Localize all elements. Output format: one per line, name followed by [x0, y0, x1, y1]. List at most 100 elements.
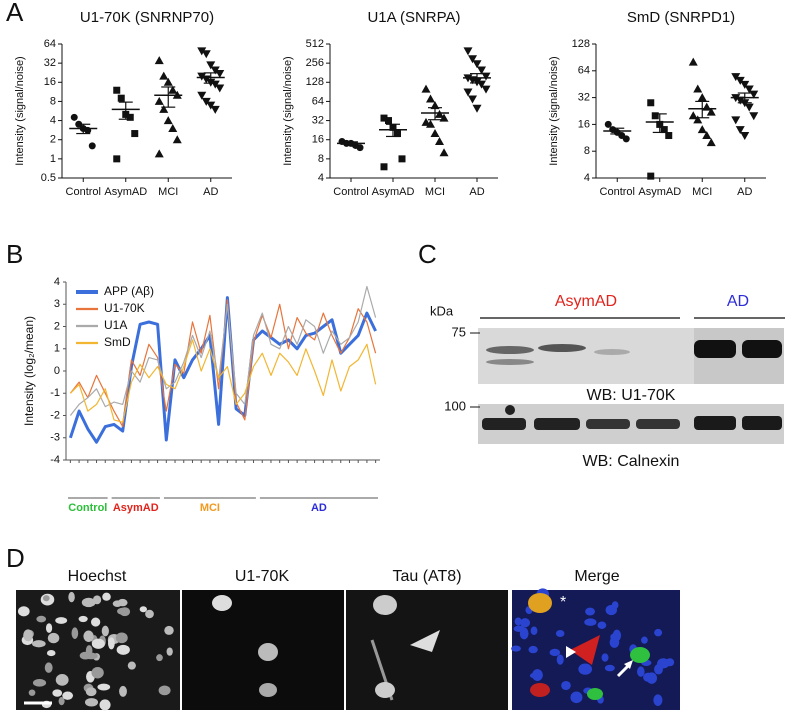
nucleus — [654, 664, 663, 675]
y-tick-label: 256 — [306, 57, 324, 69]
x-tick-label: Control — [333, 186, 368, 198]
western-blot: AsymAD AD kDa 75 WB: U1-70K 100 WB: Caln… — [430, 293, 785, 470]
y-tick-label: 8 — [584, 145, 590, 157]
nucleus — [97, 683, 111, 691]
blot-band — [538, 344, 586, 352]
data-point — [435, 136, 444, 145]
blot-band — [482, 418, 526, 430]
x-tick-label: MCI — [425, 186, 445, 198]
stained-cell — [212, 595, 232, 611]
nucleus — [99, 699, 111, 711]
nucleus — [84, 698, 99, 707]
data-point — [463, 88, 473, 97]
nucleus — [101, 625, 109, 637]
error-bar — [386, 123, 400, 138]
y-tick-label: 64 — [44, 38, 56, 50]
x-tick-label: MCI — [158, 186, 178, 198]
nucleus — [604, 664, 615, 672]
nucleus — [58, 697, 65, 706]
y-tick-label: 32 — [312, 114, 324, 126]
data-point — [385, 117, 392, 125]
nucleus — [528, 645, 538, 654]
y-tick-label: 32 — [578, 92, 590, 104]
data-point — [154, 149, 164, 158]
data-point — [430, 129, 440, 138]
blot-band — [636, 419, 680, 429]
nucleus — [609, 636, 620, 648]
data-point — [70, 113, 78, 121]
data-point — [731, 116, 741, 125]
x-tick-label: Control — [600, 186, 635, 198]
nucleus — [549, 648, 561, 657]
data-point — [477, 66, 486, 75]
data-point — [688, 57, 698, 66]
error-bar — [344, 141, 358, 146]
nucleus — [68, 591, 75, 603]
nucleus — [532, 669, 543, 681]
nucleus — [584, 618, 597, 626]
nucleus — [91, 666, 104, 679]
blot-band — [594, 349, 630, 355]
data-point — [154, 96, 164, 105]
nucleus — [32, 679, 47, 687]
nucleus — [605, 604, 618, 616]
nucleus — [555, 630, 565, 637]
nucleus — [156, 654, 163, 662]
data-point — [159, 104, 169, 113]
channel-label: Merge — [574, 568, 619, 585]
arrowhead-marker — [566, 646, 576, 658]
group-label: AsymAD — [113, 502, 159, 514]
nucleus — [47, 632, 60, 644]
data-point — [660, 126, 668, 134]
y-tick-label: 2 — [50, 134, 56, 146]
data-point — [88, 142, 96, 150]
group-label: MCI — [200, 502, 220, 514]
nucleus — [637, 666, 645, 677]
data-point — [197, 91, 207, 100]
panel-letter: A — [6, 0, 24, 27]
y-tick-label: 1 — [54, 343, 60, 355]
nucleus — [91, 617, 101, 627]
nucleus — [91, 638, 105, 649]
nucleus — [514, 617, 522, 626]
blot-group-label: AsymAD — [555, 293, 617, 310]
data-point — [168, 85, 178, 94]
data-point — [131, 130, 139, 138]
nucleus — [108, 637, 115, 650]
nucleus — [85, 687, 97, 697]
data-point — [706, 107, 716, 116]
nucleus — [641, 636, 648, 644]
data-point — [163, 116, 173, 125]
data-point — [481, 85, 491, 94]
data-point — [472, 104, 482, 113]
nucleus — [513, 625, 525, 632]
nucleus — [112, 600, 122, 607]
data-point — [168, 124, 178, 133]
data-point — [463, 47, 473, 56]
y-tick-label: 4 — [318, 172, 324, 184]
blot-band — [742, 340, 782, 358]
data-point — [468, 95, 477, 104]
nucleus — [117, 607, 129, 615]
blot-spot — [505, 405, 515, 415]
nucleus — [81, 597, 96, 608]
micrograph — [16, 590, 180, 710]
error-bar — [203, 72, 218, 84]
y-tick-label: 128 — [306, 76, 324, 88]
x-tick-label: AsymAD — [638, 186, 681, 198]
data-point — [210, 66, 220, 75]
y-tick-label: 128 — [572, 38, 590, 50]
data-point — [697, 125, 707, 134]
micrographs: Hoechst U1-70K Tau (AT8) Merge * — [16, 568, 680, 711]
chart-title: U1-70K (SNRNP70) — [80, 9, 214, 26]
error-bar — [428, 107, 442, 121]
nucleus — [601, 653, 609, 662]
blot-band — [486, 359, 534, 365]
series-line — [68, 296, 377, 444]
channel-label: Hoechst — [68, 568, 127, 585]
nucleus — [45, 623, 53, 633]
y-tick-label: 16 — [312, 134, 324, 146]
x-tick-label: AsymAD — [372, 186, 415, 198]
annotation: * — [560, 594, 566, 611]
